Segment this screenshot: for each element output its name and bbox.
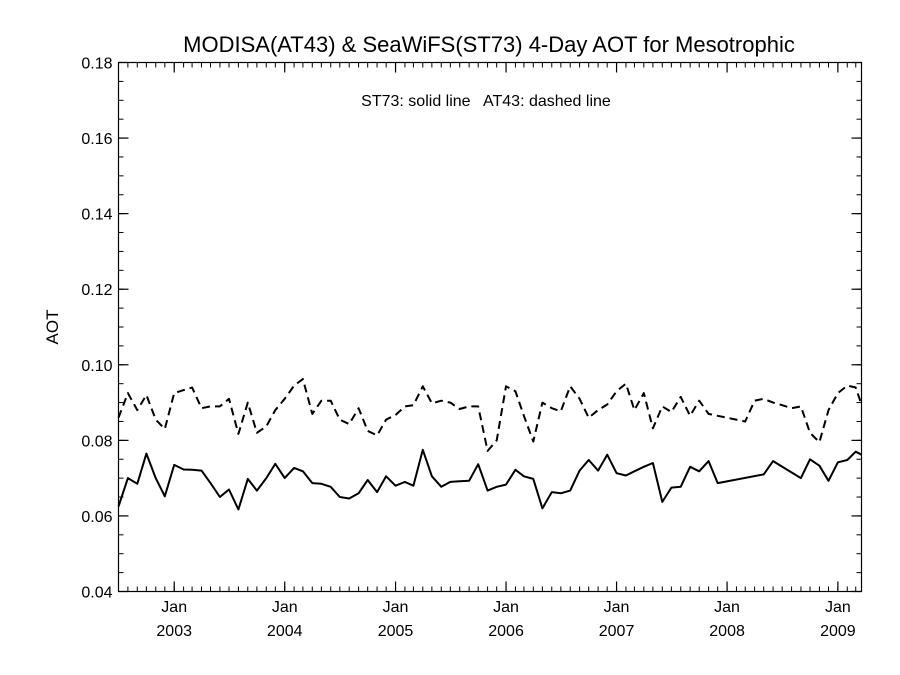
x-tick-month: Jan [604, 599, 630, 616]
axis-ticks [118, 61, 862, 593]
y-axis-label: AOT [43, 310, 62, 345]
y-tick-label: 0.12 [81, 282, 112, 299]
series-at43-line [117, 378, 863, 452]
x-tick-month: Jan [272, 599, 298, 616]
x-tick-labels: Jan 2003 Jan 2004 Jan 2005 Jan 2006 Jan 2007 Jan 20… [156, 599, 855, 640]
x-tick-month: Jan [714, 599, 740, 616]
x-tick-year: 2007 [599, 623, 635, 640]
plot-frame [117, 61, 863, 593]
legend-annotation: ST73: solid line AT43: dashed line [361, 93, 611, 110]
y-tick-label: 0.08 [81, 433, 112, 450]
x-tick-year: 2009 [820, 623, 856, 640]
y-tick-label: 0.10 [81, 358, 112, 375]
y-tick-label: 0.14 [81, 207, 112, 224]
y-tick-label: 0.18 [81, 56, 112, 73]
chart-title: MODISA(AT43) & SeaWiFS(ST73) 4-Day AOT f… [183, 32, 795, 57]
x-tick-year: 2005 [378, 623, 414, 640]
x-tick-year: 2004 [267, 623, 303, 640]
x-tick-month: Jan [493, 599, 519, 616]
x-tick-month: Jan [825, 599, 851, 616]
x-tick-year: 2008 [709, 623, 745, 640]
y-tick-label: 0.04 [81, 585, 112, 602]
y-tick-labels: 0.04 0.06 0.08 0.10 0.12 0.14 0.16 0.18 [81, 56, 112, 602]
x-tick-year: 2006 [488, 623, 524, 640]
y-tick-label: 0.06 [81, 509, 112, 526]
x-tick-month: Jan [161, 599, 187, 616]
x-tick-month: Jan [383, 599, 409, 616]
series-lines [117, 378, 863, 511]
x-tick-year: 2003 [156, 623, 192, 640]
series-st73-line [117, 448, 862, 511]
y-tick-label: 0.16 [81, 131, 112, 148]
